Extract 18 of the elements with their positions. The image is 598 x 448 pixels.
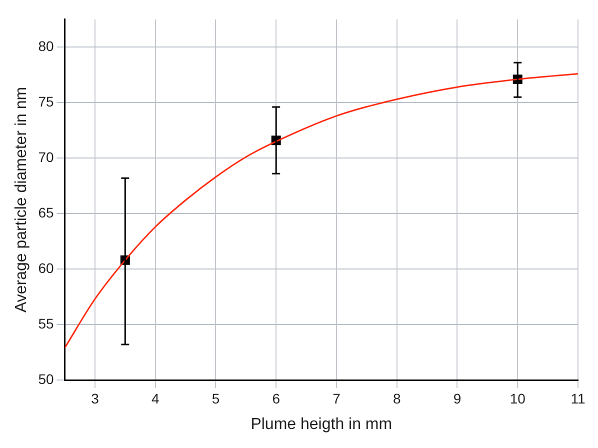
x-tick-label: 6 — [272, 390, 280, 406]
y-tick-label: 60 — [38, 260, 54, 276]
x-axis-title: Plume heigth in mm — [250, 416, 392, 433]
x-tick-label: 3 — [91, 390, 100, 406]
y-tick-label: 50 — [38, 370, 54, 387]
y-axis-title: Average particle diameter in nm — [13, 86, 30, 312]
y-tick-label: 80 — [38, 38, 54, 54]
x-tick-label: 7 — [332, 390, 341, 406]
x-tick-label: 10 — [510, 390, 526, 406]
x-tick-label: 9 — [453, 390, 462, 406]
x-tick-label: 4 — [151, 390, 160, 406]
y-tick-label: 70 — [38, 148, 54, 165]
x-tick-label: 11 — [570, 390, 586, 406]
x-tick-label: 8 — [392, 390, 401, 406]
y-tick-label: 65 — [38, 204, 54, 220]
x-tick-label: 5 — [212, 390, 220, 406]
y-tick-label: 55 — [38, 315, 54, 332]
y-tick-label: 75 — [38, 93, 54, 110]
